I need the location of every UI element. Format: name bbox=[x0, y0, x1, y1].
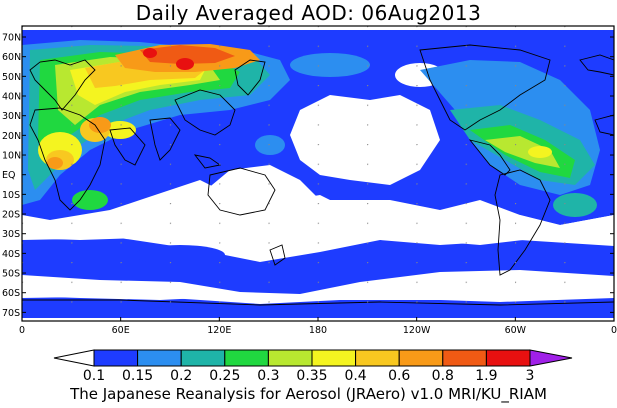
colorbar-min-arrow bbox=[53, 349, 95, 367]
colorbar-swatch bbox=[224, 349, 269, 367]
footer-caption: The Japanese Reanalysis for Aerosol (JRA… bbox=[70, 385, 547, 403]
lon-label: 120E bbox=[207, 325, 231, 336]
colorbar-max-arrow bbox=[529, 349, 573, 367]
latitude-axis: 70N 60N 50N 40N 30N 20N 10N EQ 10S 20S 30S 40S 50S 60… bbox=[2, 33, 614, 319]
lon-label: 0 bbox=[611, 325, 617, 336]
colorbar-label: 3 bbox=[526, 368, 535, 384]
colorbar-swatch bbox=[485, 349, 531, 367]
lat-label: 30S bbox=[2, 229, 20, 240]
colorbar-swatch bbox=[137, 349, 182, 367]
colorbar-swatch bbox=[180, 349, 226, 367]
lat-label: 60S bbox=[2, 288, 20, 299]
longitude-axis: 0 60E 120E 180 120W 60W 0 bbox=[19, 317, 617, 336]
colorbar-label: 0.4 bbox=[344, 368, 366, 384]
colorbar-swatch bbox=[355, 349, 400, 367]
lat-label: 30N bbox=[2, 111, 21, 122]
colorbar-swatch bbox=[93, 349, 139, 367]
lat-label: 20S bbox=[2, 210, 20, 221]
lat-label: 50S bbox=[2, 269, 20, 280]
lon-label: 120W bbox=[403, 325, 431, 336]
colorbar-label: 0.15 bbox=[122, 368, 153, 384]
lat-label: 10S bbox=[2, 190, 20, 201]
lat-label: 50N bbox=[2, 72, 21, 83]
lat-label: 20N bbox=[2, 131, 21, 142]
lat-label: 40S bbox=[2, 249, 20, 260]
colorbar-label: 0.2 bbox=[170, 368, 192, 384]
colorbar-label: 0.6 bbox=[388, 368, 410, 384]
lat-label: EQ bbox=[2, 170, 15, 181]
aod-field bbox=[22, 26, 614, 321]
colorbar-swatch bbox=[398, 349, 444, 367]
lat-label: 70N bbox=[2, 33, 21, 44]
lon-label: 60E bbox=[112, 325, 130, 336]
colorbar-label: 0.1 bbox=[83, 368, 105, 384]
map-title: Daily Averaged AOD: 06Aug2013 bbox=[135, 1, 482, 25]
colorbar-swatch bbox=[267, 349, 313, 367]
colorbar-label: 0.35 bbox=[296, 368, 327, 384]
lat-label: 40N bbox=[2, 92, 21, 103]
colorbar-label: 0.3 bbox=[257, 368, 279, 384]
lat-label: 70S bbox=[2, 308, 20, 319]
colorbar-label: 0.8 bbox=[432, 368, 454, 384]
lon-label: 180 bbox=[309, 325, 327, 336]
colorbar-swatch bbox=[311, 349, 357, 367]
lat-label: 10N bbox=[2, 151, 21, 162]
colorbar: 0.1 0.15 0.2 0.25 0.3 0.35 0.4 0.6 0.8 1.9 3 bbox=[53, 349, 573, 384]
lon-label: 0 bbox=[19, 325, 25, 336]
colorbar-label: 0.25 bbox=[209, 368, 240, 384]
colorbar-label: 1.9 bbox=[475, 368, 497, 384]
lon-label: 60W bbox=[505, 325, 527, 336]
colorbar-swatch bbox=[442, 349, 487, 367]
lat-label: 60N bbox=[2, 52, 21, 63]
graticule bbox=[22, 26, 614, 321]
